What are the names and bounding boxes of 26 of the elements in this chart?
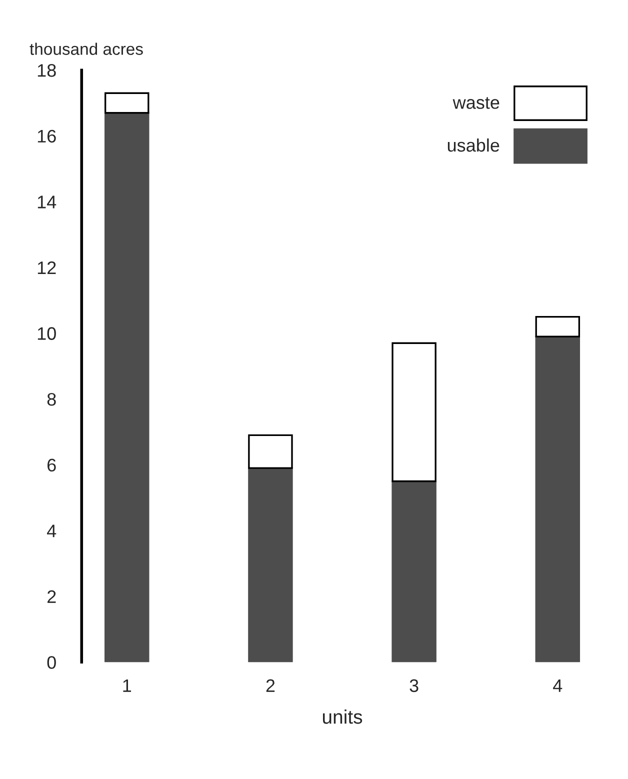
y-tick-label: 18	[38, 64, 56, 77]
y-tick-label: 16	[38, 130, 56, 143]
bar	[104, 92, 150, 114]
y-tick-label: 14	[38, 196, 56, 208]
y-tick-label: 0	[47, 656, 56, 669]
bar	[535, 336, 580, 662]
x-tick-label: 2	[266, 679, 275, 692]
bar	[248, 467, 293, 662]
x-axis-title: units	[322, 710, 362, 724]
x-tick-label: 4	[553, 679, 562, 692]
y-tick-label: 12	[38, 261, 56, 274]
bar	[392, 480, 436, 662]
bar	[535, 316, 580, 338]
y-tick-label: 10	[38, 327, 56, 340]
legend-label: waste	[452, 97, 500, 109]
x-tick-label: 3	[410, 679, 418, 692]
y-tick-label: 4	[47, 524, 56, 538]
y-tick-label: 8	[47, 392, 56, 406]
bar	[248, 434, 293, 469]
y-axis-title: thousand acres	[30, 42, 143, 55]
bar	[104, 112, 150, 662]
x-tick-label: 1	[123, 679, 132, 692]
bar	[392, 342, 436, 482]
legend-label: usable	[448, 138, 500, 152]
y-tick-label: 6	[48, 458, 56, 472]
y-tick-label: 2	[48, 590, 56, 603]
